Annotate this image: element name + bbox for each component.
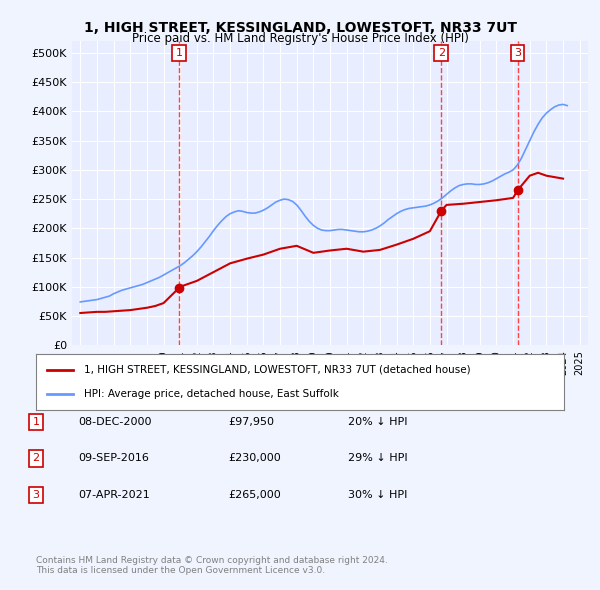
Text: 1, HIGH STREET, KESSINGLAND, LOWESTOFT, NR33 7UT (detached house): 1, HIGH STREET, KESSINGLAND, LOWESTOFT, … [83, 365, 470, 375]
Text: Contains HM Land Registry data © Crown copyright and database right 2024.
This d: Contains HM Land Registry data © Crown c… [36, 556, 388, 575]
Text: 30% ↓ HPI: 30% ↓ HPI [348, 490, 407, 500]
Text: 09-SEP-2016: 09-SEP-2016 [78, 454, 149, 463]
Text: 07-APR-2021: 07-APR-2021 [78, 490, 150, 500]
Text: 1: 1 [176, 48, 182, 58]
Text: 1, HIGH STREET, KESSINGLAND, LOWESTOFT, NR33 7UT: 1, HIGH STREET, KESSINGLAND, LOWESTOFT, … [83, 21, 517, 35]
Text: 3: 3 [514, 48, 521, 58]
Text: HPI: Average price, detached house, East Suffolk: HPI: Average price, detached house, East… [83, 389, 338, 399]
Text: 08-DEC-2000: 08-DEC-2000 [78, 417, 151, 427]
Text: £97,950: £97,950 [228, 417, 274, 427]
Text: 1: 1 [32, 417, 40, 427]
Text: £230,000: £230,000 [228, 454, 281, 463]
Text: £265,000: £265,000 [228, 490, 281, 500]
Text: 29% ↓ HPI: 29% ↓ HPI [348, 454, 407, 463]
Text: 3: 3 [32, 490, 40, 500]
Text: Price paid vs. HM Land Registry's House Price Index (HPI): Price paid vs. HM Land Registry's House … [131, 32, 469, 45]
Text: 2: 2 [438, 48, 445, 58]
Text: 2: 2 [32, 454, 40, 463]
Text: 20% ↓ HPI: 20% ↓ HPI [348, 417, 407, 427]
